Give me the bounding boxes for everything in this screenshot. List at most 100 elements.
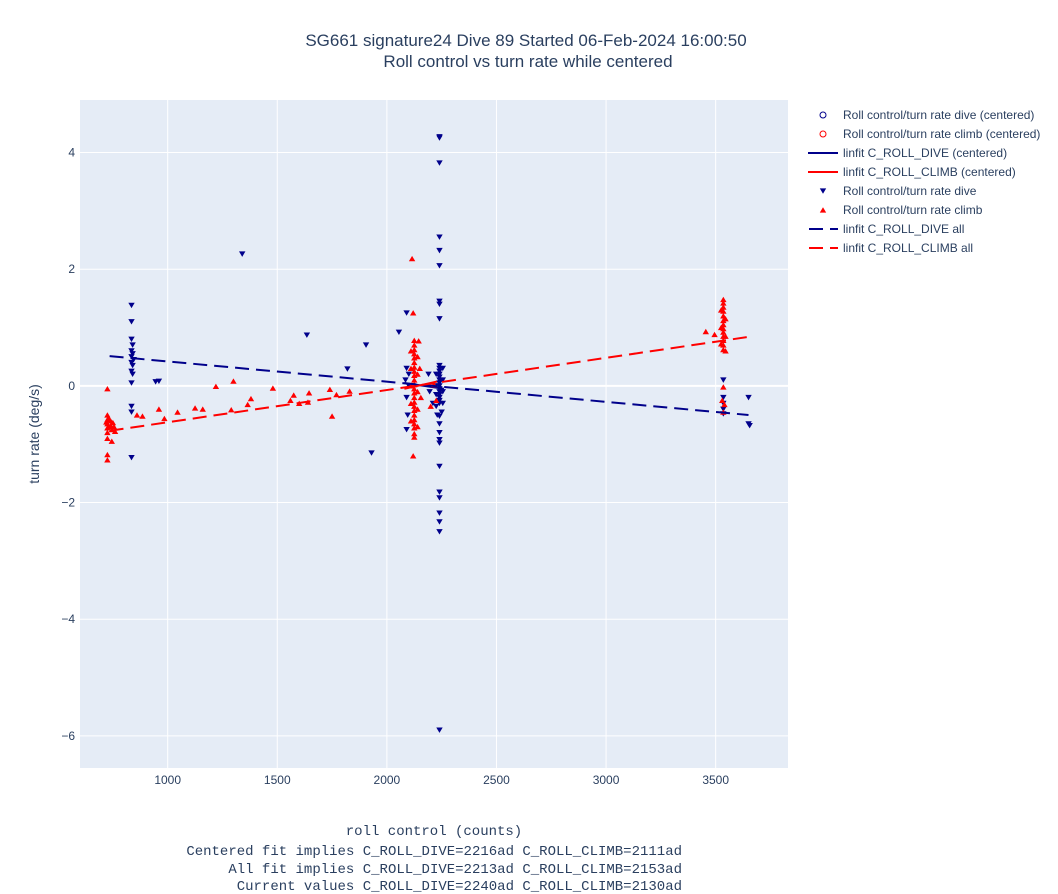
legend-item[interactable]: Roll control/turn rate climb (centered) bbox=[819, 127, 1040, 141]
legend-label: Roll control/turn rate climb (centered) bbox=[843, 127, 1040, 141]
data-point bbox=[104, 385, 111, 392]
plot-area[interactable] bbox=[80, 100, 788, 768]
data-point bbox=[721, 401, 728, 408]
data-point bbox=[411, 412, 418, 418]
data-point bbox=[436, 386, 443, 392]
data-point bbox=[407, 365, 415, 371]
legend-item[interactable]: Roll control/turn rate climb bbox=[819, 203, 983, 217]
data-point bbox=[405, 371, 412, 378]
data-point bbox=[436, 519, 443, 525]
data-point bbox=[228, 406, 235, 413]
data-point bbox=[212, 383, 220, 390]
data-point bbox=[438, 409, 445, 415]
data-point bbox=[411, 385, 418, 392]
data-point bbox=[303, 332, 311, 338]
data-point bbox=[436, 298, 443, 305]
data-point bbox=[409, 453, 417, 459]
chart-title: SG661 signature24 Dive 89 Started 06-Feb… bbox=[305, 31, 746, 50]
data-point bbox=[720, 406, 727, 413]
legend-label: linfit C_ROLL_DIVE all bbox=[843, 222, 964, 236]
x-tick-label: 1000 bbox=[154, 773, 181, 787]
legend-item[interactable]: linfit C_ROLL_DIVE all bbox=[808, 222, 964, 236]
plot-clip bbox=[103, 134, 753, 733]
data-point bbox=[346, 388, 353, 394]
data-point bbox=[414, 423, 421, 430]
data-point bbox=[411, 350, 418, 357]
data-point bbox=[128, 348, 135, 354]
data-point bbox=[427, 403, 434, 409]
centered-fit-note: Centered fit implies C_ROLL_DIVE=2216ad … bbox=[186, 844, 682, 860]
data-point bbox=[395, 329, 403, 335]
x-tick-label: 2000 bbox=[374, 773, 401, 787]
data-point bbox=[408, 255, 416, 262]
data-point bbox=[128, 368, 135, 375]
data-point bbox=[436, 135, 443, 141]
data-point bbox=[368, 450, 375, 456]
data-point bbox=[717, 341, 725, 347]
data-point bbox=[128, 354, 135, 360]
data-point bbox=[722, 315, 729, 322]
data-point bbox=[436, 436, 443, 443]
data-point bbox=[155, 406, 163, 412]
data-point bbox=[362, 342, 370, 348]
data-point bbox=[426, 389, 433, 395]
data-point bbox=[129, 371, 136, 378]
legend-item[interactable]: Roll control/turn rate dive bbox=[819, 184, 977, 198]
data-point bbox=[244, 401, 251, 408]
y-tick-label: 2 bbox=[68, 262, 75, 276]
data-point bbox=[407, 348, 415, 354]
fit-line-dashed bbox=[109, 335, 749, 432]
data-point bbox=[247, 395, 255, 402]
legend: Roll control/turn rate dive (centered) Ro… bbox=[808, 108, 1040, 255]
data-point bbox=[702, 328, 710, 335]
series-layer bbox=[103, 134, 753, 733]
data-point bbox=[436, 247, 443, 254]
data-point bbox=[328, 413, 336, 419]
legend-label: Roll control/turn rate climb bbox=[843, 203, 983, 217]
data-point bbox=[411, 359, 418, 366]
legend-item[interactable]: linfit C_ROLL_CLIMB (centered) bbox=[808, 165, 1016, 179]
y-tick-label: −2 bbox=[61, 496, 75, 510]
data-point bbox=[128, 319, 135, 325]
data-point bbox=[720, 394, 727, 401]
data-point bbox=[407, 418, 415, 424]
legend-item[interactable]: linfit C_ROLL_CLIMB all bbox=[808, 241, 973, 255]
y-tick-label: −4 bbox=[61, 612, 75, 626]
data-point bbox=[436, 394, 443, 401]
data-point bbox=[174, 409, 181, 415]
data-point bbox=[407, 400, 415, 406]
data-point bbox=[108, 438, 115, 444]
data-point bbox=[745, 394, 752, 401]
data-point bbox=[425, 371, 432, 378]
data-point bbox=[199, 406, 206, 412]
data-point bbox=[128, 380, 135, 386]
data-point bbox=[411, 342, 418, 348]
data-point bbox=[290, 392, 297, 398]
series-7 bbox=[109, 335, 749, 432]
data-point bbox=[436, 316, 443, 322]
data-point bbox=[128, 359, 135, 366]
data-point bbox=[110, 423, 118, 430]
data-point bbox=[720, 296, 727, 303]
data-point bbox=[720, 329, 727, 335]
data-point bbox=[417, 394, 425, 401]
legend-item[interactable]: Roll control/turn rate dive (centered) bbox=[819, 108, 1034, 122]
data-point bbox=[104, 435, 111, 441]
data-point bbox=[436, 374, 443, 380]
data-point bbox=[411, 368, 418, 374]
x-tick-label: 3000 bbox=[593, 773, 620, 787]
data-point bbox=[436, 301, 443, 307]
data-point bbox=[719, 397, 726, 404]
data-point bbox=[161, 415, 168, 422]
data-point bbox=[436, 380, 443, 386]
fit-line-dashed bbox=[109, 355, 749, 416]
data-point bbox=[414, 406, 421, 412]
data-point bbox=[305, 390, 313, 396]
data-point bbox=[104, 451, 111, 458]
legend-item[interactable]: linfit C_ROLL_DIVE (centered) bbox=[808, 146, 1007, 160]
data-point bbox=[155, 378, 163, 385]
legend-label: linfit C_ROLL_CLIMB (centered) bbox=[843, 165, 1016, 179]
data-point bbox=[436, 160, 443, 166]
x-tick-label: 3500 bbox=[702, 773, 729, 787]
